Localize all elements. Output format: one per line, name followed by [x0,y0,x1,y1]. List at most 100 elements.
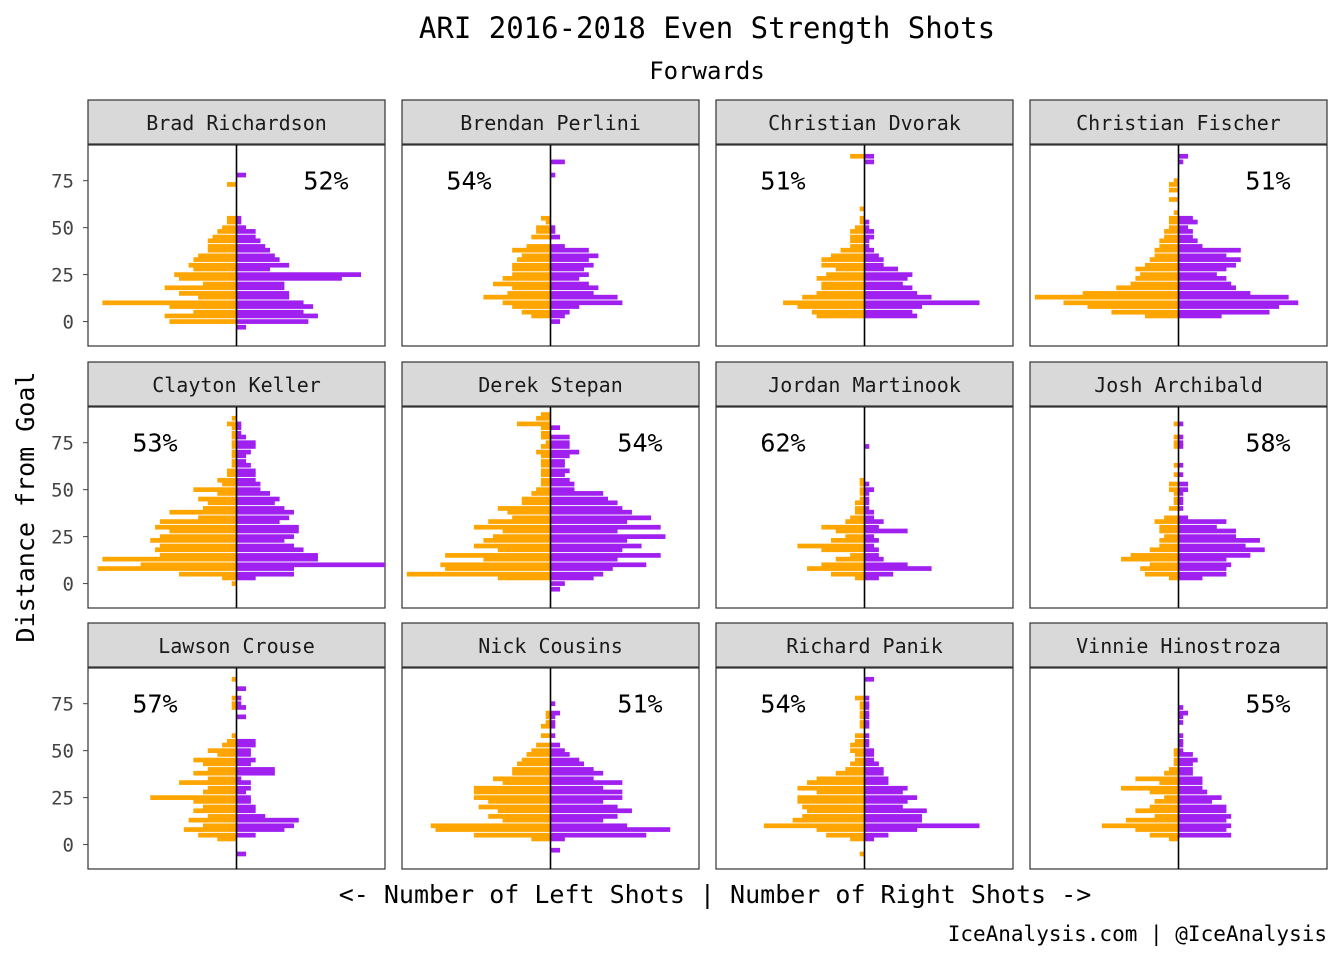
bar-right-shots [236,472,256,477]
bar-right-shots [236,247,271,253]
bar-left-shots [226,182,237,187]
bar-left-shots [1159,244,1179,249]
bar-left-shots [502,276,551,281]
bar-right-shots [1178,575,1203,581]
bar-left-shots [854,575,865,581]
bar-right-shots [1178,705,1184,710]
bar-left-shots [1164,234,1179,240]
bar-right-shots [550,553,661,558]
bar-right-shots [1178,496,1184,502]
bar-left-shots [763,823,865,829]
bar-left-shots [807,808,865,814]
bar-right-shots [550,300,623,306]
bar-left-shots [488,519,551,524]
bar-left-shots [502,780,551,785]
bar-left-shots [850,742,865,748]
bar-right-shots [864,500,870,506]
bar-left-shots [1135,827,1179,832]
bar-left-shots [202,506,237,511]
bar-left-shots [207,814,237,819]
bar-right-shots [550,253,599,259]
bar-left-shots [835,556,865,562]
bar-left-shots [179,276,237,281]
bar-left-shots [526,244,551,249]
bar-right-shots [1178,434,1184,440]
bar-right-shots [236,519,280,524]
bar-right-shots [236,272,362,277]
panel-pct-label: 54% [617,429,662,458]
bar-left-shots [545,714,551,720]
bar-right-shots [550,519,628,524]
bar-left-shots [516,421,551,427]
bar-right-shots [1178,487,1189,493]
bar-left-shots [1149,832,1179,838]
bar-left-shots [1116,285,1179,291]
bar-left-shots [1173,472,1179,477]
bar-left-shots [807,566,865,571]
bar-left-shots [1125,817,1179,823]
bar-right-shots [550,444,570,449]
bar-right-shots [550,776,594,782]
bar-right-shots [236,767,275,772]
bar-right-shots [864,817,922,823]
bar-left-shots [169,319,237,324]
bar-right-shots [1178,780,1203,785]
bar-left-shots [850,234,865,240]
bar-right-shots [1178,556,1227,562]
bar-left-shots [231,695,237,701]
bar-right-shots [1178,225,1189,231]
bar-left-shots [1082,291,1179,296]
bar-left-shots [1173,421,1179,427]
bar-right-shots [864,159,875,165]
bar-right-shots [1178,742,1184,748]
bar-right-shots [864,832,889,838]
bar-right-shots [1178,272,1217,277]
bar-right-shots [550,247,589,253]
bar-left-shots [226,738,237,744]
bar-right-shots [550,244,565,249]
bar-right-shots [1178,506,1184,511]
bar-right-shots [1178,238,1198,244]
bar-left-shots [1168,767,1179,772]
bar-left-shots [859,496,865,502]
bar-left-shots [783,300,865,306]
bar-left-shots [493,281,551,287]
bar-left-shots [545,710,551,716]
bar-left-shots [1164,770,1179,776]
bar-left-shots [540,481,551,487]
bar-left-shots [1159,780,1179,785]
bar-right-shots [236,556,318,562]
bar-left-shots [179,571,237,577]
bar-right-shots [1178,752,1193,757]
bar-left-shots [1168,215,1179,221]
panel-player-name: Christian Dvorak [768,111,961,135]
bar-left-shots [859,714,865,720]
chart-subtitle: Forwards [649,57,765,85]
bar-right-shots [864,285,913,291]
bar-right-shots [550,272,589,277]
bar-right-shots [550,742,561,748]
y-tick-label: 50 [51,480,74,502]
bar-right-shots [550,257,589,262]
bar-right-shots [550,720,556,725]
bar-right-shots [550,496,608,502]
bar-right-shots [236,440,256,446]
bar-right-shots [864,575,879,581]
bar-left-shots [850,229,865,234]
bar-left-shots [521,309,551,315]
bar-left-shots [1173,434,1179,440]
bar-left-shots [802,294,865,300]
bar-right-shots [864,481,870,487]
bar-right-shots [236,477,256,483]
bar-left-shots [850,244,865,249]
bar-left-shots [430,823,551,829]
bar-right-shots [236,444,256,449]
bar-left-shots [821,524,865,530]
bar-left-shots [816,276,865,281]
bar-right-shots [236,324,247,330]
bar-right-shots [550,459,565,464]
bar-left-shots [1101,823,1179,829]
bar-left-shots [1149,804,1179,810]
bar-right-shots [550,752,570,757]
bar-left-shots [797,543,865,549]
